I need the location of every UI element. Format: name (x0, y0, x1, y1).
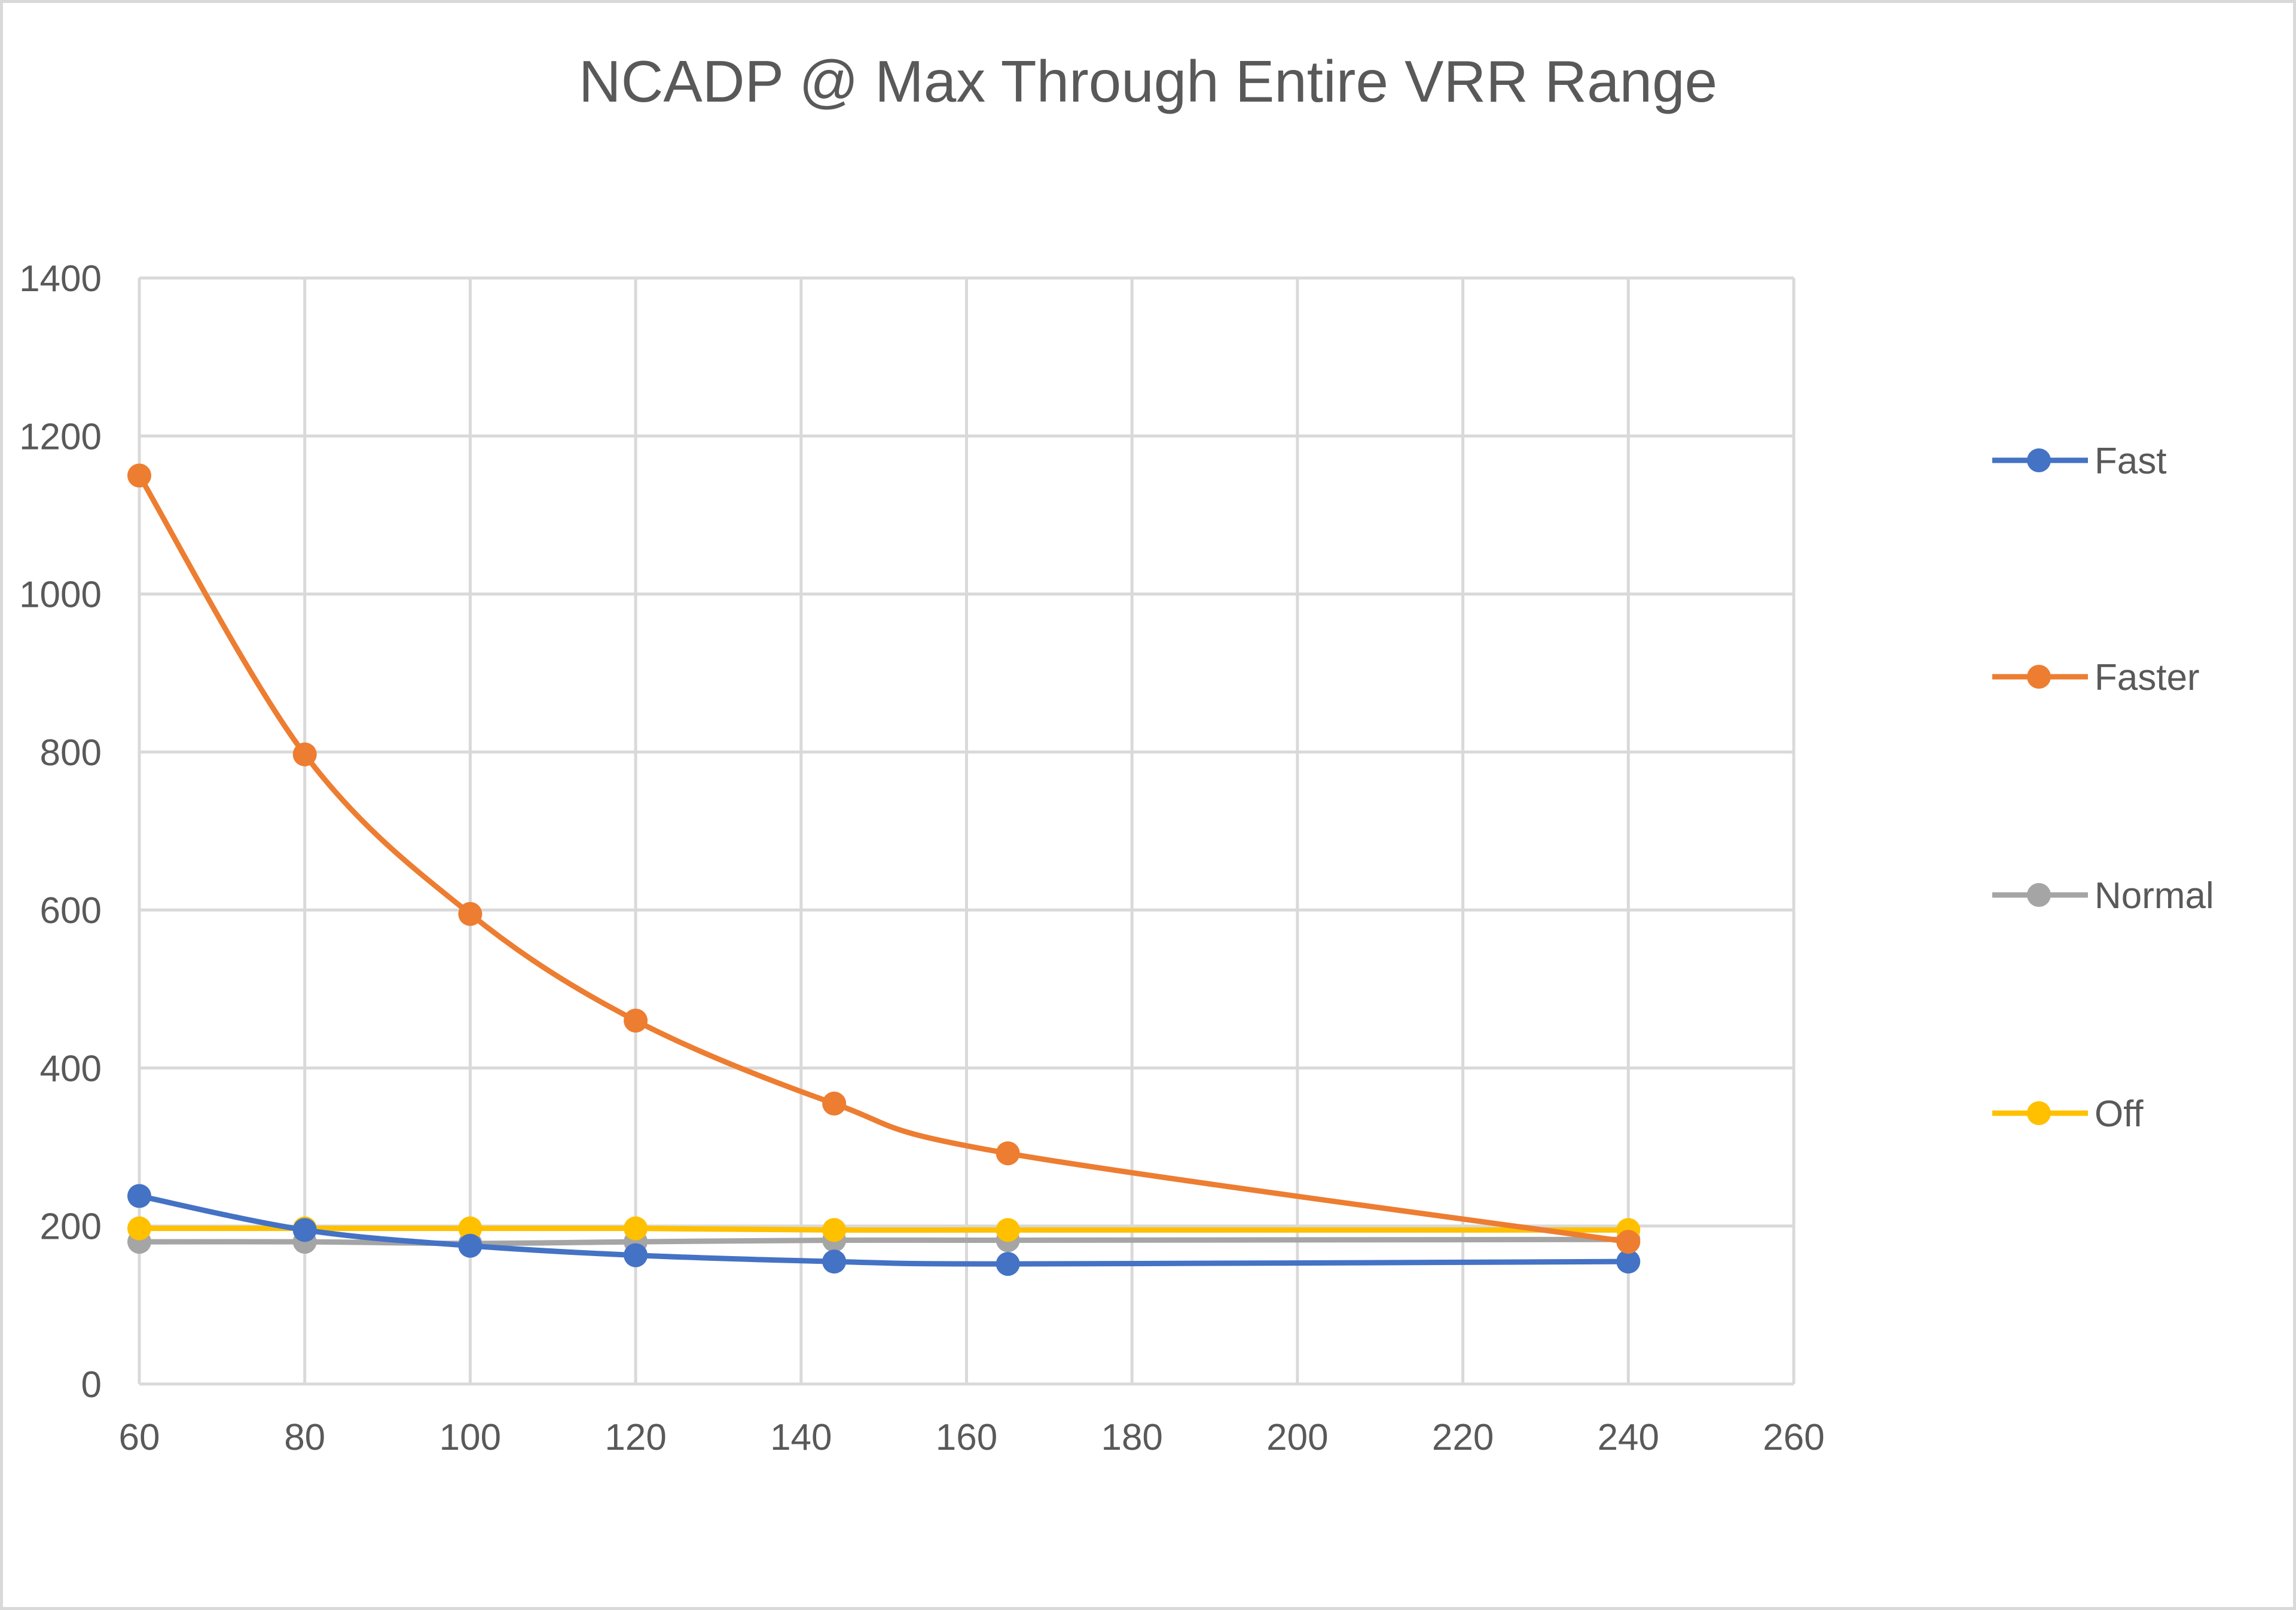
data-point-off (624, 1216, 648, 1241)
x-tick-label: 160 (936, 1417, 997, 1458)
data-point-faster (127, 463, 151, 488)
y-tick-label: 1000 (19, 575, 102, 616)
x-tick-label: 200 (1266, 1417, 1328, 1458)
series-faster (127, 463, 1641, 1254)
grid (138, 276, 1796, 1386)
y-tick-label: 1400 (19, 258, 102, 300)
legend-label: Off (2095, 1093, 2144, 1135)
series-line-faster (136, 472, 1631, 1245)
y-tick-label: 0 (81, 1364, 102, 1406)
legend-swatch-marker (2027, 883, 2051, 907)
y-tick-label: 1200 (19, 416, 102, 457)
legend-item-faster: Faster (1992, 657, 2200, 698)
series-line-normal (136, 1236, 1631, 1247)
data-point-off (822, 1218, 847, 1242)
data-point-fast (292, 1218, 317, 1242)
x-tick-label: 60 (119, 1417, 160, 1458)
legend-swatch-marker (2027, 1101, 2051, 1125)
data-point-fast (1616, 1249, 1641, 1274)
y-tick-label: 400 (40, 1048, 102, 1089)
x-tick-label: 220 (1432, 1417, 1494, 1458)
data-point-faster (458, 902, 483, 926)
data-point-faster (292, 742, 317, 766)
x-tick-label: 140 (770, 1417, 832, 1458)
data-point-faster (624, 1009, 648, 1033)
legend-label: Normal (2095, 875, 2214, 916)
legend-item-off: Off (1992, 1093, 2144, 1135)
data-point-off (996, 1218, 1020, 1242)
data-point-fast (822, 1249, 847, 1274)
data-point-fast (624, 1243, 648, 1267)
data-point-faster (996, 1141, 1020, 1166)
y-tick-label: 800 (40, 732, 102, 774)
x-tick-label: 80 (284, 1417, 325, 1458)
x-tick-label: 100 (439, 1417, 501, 1458)
data-point-fast (458, 1233, 483, 1258)
legend-label: Fast (2095, 441, 2167, 482)
series-layer (127, 463, 1641, 1276)
y-tick-label: 200 (40, 1206, 102, 1248)
data-point-fast (127, 1184, 151, 1208)
data-point-faster (822, 1091, 847, 1116)
data-point-off (127, 1216, 151, 1241)
x-tick-label: 260 (1763, 1417, 1824, 1458)
x-tick-label: 120 (604, 1417, 666, 1458)
series-line-fast (136, 1193, 1631, 1267)
axes: 60 80 100 120 140 160 180 200 220 240 260 0 200 400 60… (19, 258, 1825, 1458)
legend-label: Faster (2095, 657, 2200, 698)
chart-title: NCADP @ Max Through Entire VRR Range (579, 48, 1717, 114)
x-tick-label: 180 (1101, 1417, 1162, 1458)
data-point-off (458, 1216, 483, 1241)
y-tick-label: 600 (40, 890, 102, 931)
legend-item-fast: Fast (1992, 441, 2167, 482)
series-line-off (136, 1225, 1631, 1233)
legend-swatch-marker (2027, 665, 2051, 689)
data-point-fast (996, 1252, 1020, 1276)
legend-item-normal: Normal (1992, 875, 2214, 916)
legend: Fast Faster Normal Off (1992, 441, 2214, 1135)
data-point-faster (1616, 1230, 1641, 1254)
legend-swatch-marker (2027, 448, 2051, 472)
x-tick-label: 240 (1598, 1417, 1659, 1458)
series-fast (127, 1184, 1641, 1276)
